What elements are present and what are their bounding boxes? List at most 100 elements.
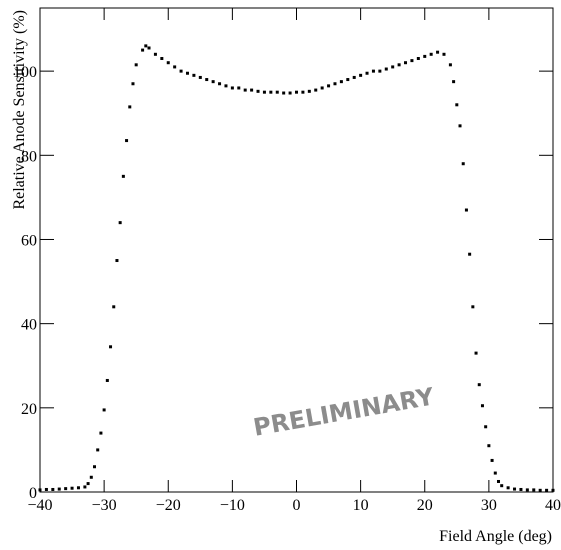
data-point [471, 305, 475, 309]
data-point [275, 90, 279, 94]
data-point [230, 86, 234, 90]
data-point [128, 105, 132, 109]
data-point [166, 61, 170, 65]
data-point [105, 378, 109, 382]
data-point [371, 69, 375, 73]
data-point [173, 65, 177, 69]
data-point [506, 486, 510, 490]
data-point [262, 90, 266, 94]
x-tick-label: 20 [417, 497, 433, 514]
data-point [474, 351, 478, 355]
data-point [86, 482, 90, 486]
data-point [112, 305, 116, 309]
data-point [282, 91, 286, 95]
data-point [525, 488, 529, 492]
data-point [359, 73, 363, 77]
data-point [519, 487, 523, 491]
data-point [436, 50, 440, 54]
data-point [477, 383, 481, 387]
data-point [538, 488, 542, 492]
data-point [44, 487, 48, 491]
data-point [365, 71, 369, 75]
data-point [192, 73, 196, 77]
data-point [404, 61, 408, 65]
data-point [314, 88, 318, 92]
y-tick-label: 40 [21, 317, 37, 334]
data-point [118, 221, 122, 225]
data-point [320, 86, 324, 90]
data-point [378, 69, 382, 73]
data-point [185, 71, 189, 75]
x-tick-label: 0 [293, 497, 301, 514]
data-point [243, 88, 247, 92]
data-point [99, 431, 103, 435]
data-point [288, 91, 292, 95]
data-point [198, 75, 202, 79]
data-point [205, 78, 209, 82]
data-point [269, 90, 273, 94]
data-point [423, 54, 427, 58]
data-point [160, 57, 164, 61]
data-point [346, 78, 350, 82]
data-point [384, 67, 388, 71]
y-tick-label: 20 [21, 401, 37, 418]
data-point [493, 471, 497, 475]
data-point [429, 52, 433, 56]
x-tick-label: −40 [27, 497, 52, 514]
data-point [461, 162, 465, 166]
data-point [545, 488, 549, 492]
x-axis-label: Field Angle (deg) [439, 528, 552, 545]
data-point [224, 84, 228, 88]
data-point [38, 488, 42, 492]
data-point [102, 408, 106, 412]
data-point [218, 82, 222, 86]
x-tick-label: −10 [220, 497, 245, 514]
x-tick-label: 40 [545, 497, 561, 514]
data-point [250, 88, 254, 92]
y-tick-label: 0 [29, 485, 37, 502]
data-point [147, 46, 151, 50]
data-point [448, 63, 452, 67]
data-point [464, 208, 468, 212]
data-point [391, 65, 395, 69]
data-point [532, 488, 536, 492]
data-point [57, 487, 61, 491]
data-point [496, 479, 500, 483]
y-tick-label: 100 [13, 64, 37, 81]
data-point [333, 82, 337, 86]
data-point [458, 124, 462, 128]
data-point [339, 80, 343, 84]
data-point [76, 486, 80, 490]
data-point [70, 486, 74, 490]
data-point [153, 52, 157, 56]
data-point [141, 48, 145, 52]
x-tick-label: −30 [92, 497, 117, 514]
y-axis-label: Relative Anode Sensitivity (%) [11, 10, 28, 210]
data-point [93, 465, 97, 469]
data-point [89, 475, 93, 479]
data-point [551, 488, 555, 492]
data-point [480, 404, 484, 408]
data-point [455, 103, 459, 107]
data-point [125, 139, 129, 143]
data-point [211, 80, 215, 84]
data-point [327, 84, 331, 88]
x-tick-label: 30 [481, 497, 497, 514]
y-tick-label: 80 [21, 148, 37, 165]
data-point [121, 174, 125, 178]
data-point [500, 484, 504, 488]
data-point [51, 487, 55, 491]
data-point [487, 444, 491, 448]
data-point [83, 485, 87, 489]
data-point [256, 89, 260, 93]
x-tick-label: −20 [156, 497, 181, 514]
data-point [134, 63, 138, 67]
data-point [513, 487, 517, 491]
y-tick-label: 60 [21, 232, 37, 249]
data-point [295, 90, 298, 94]
data-point [96, 448, 100, 452]
x-tick-label: 10 [353, 497, 369, 514]
data-point [410, 59, 414, 63]
data-point [115, 259, 119, 263]
